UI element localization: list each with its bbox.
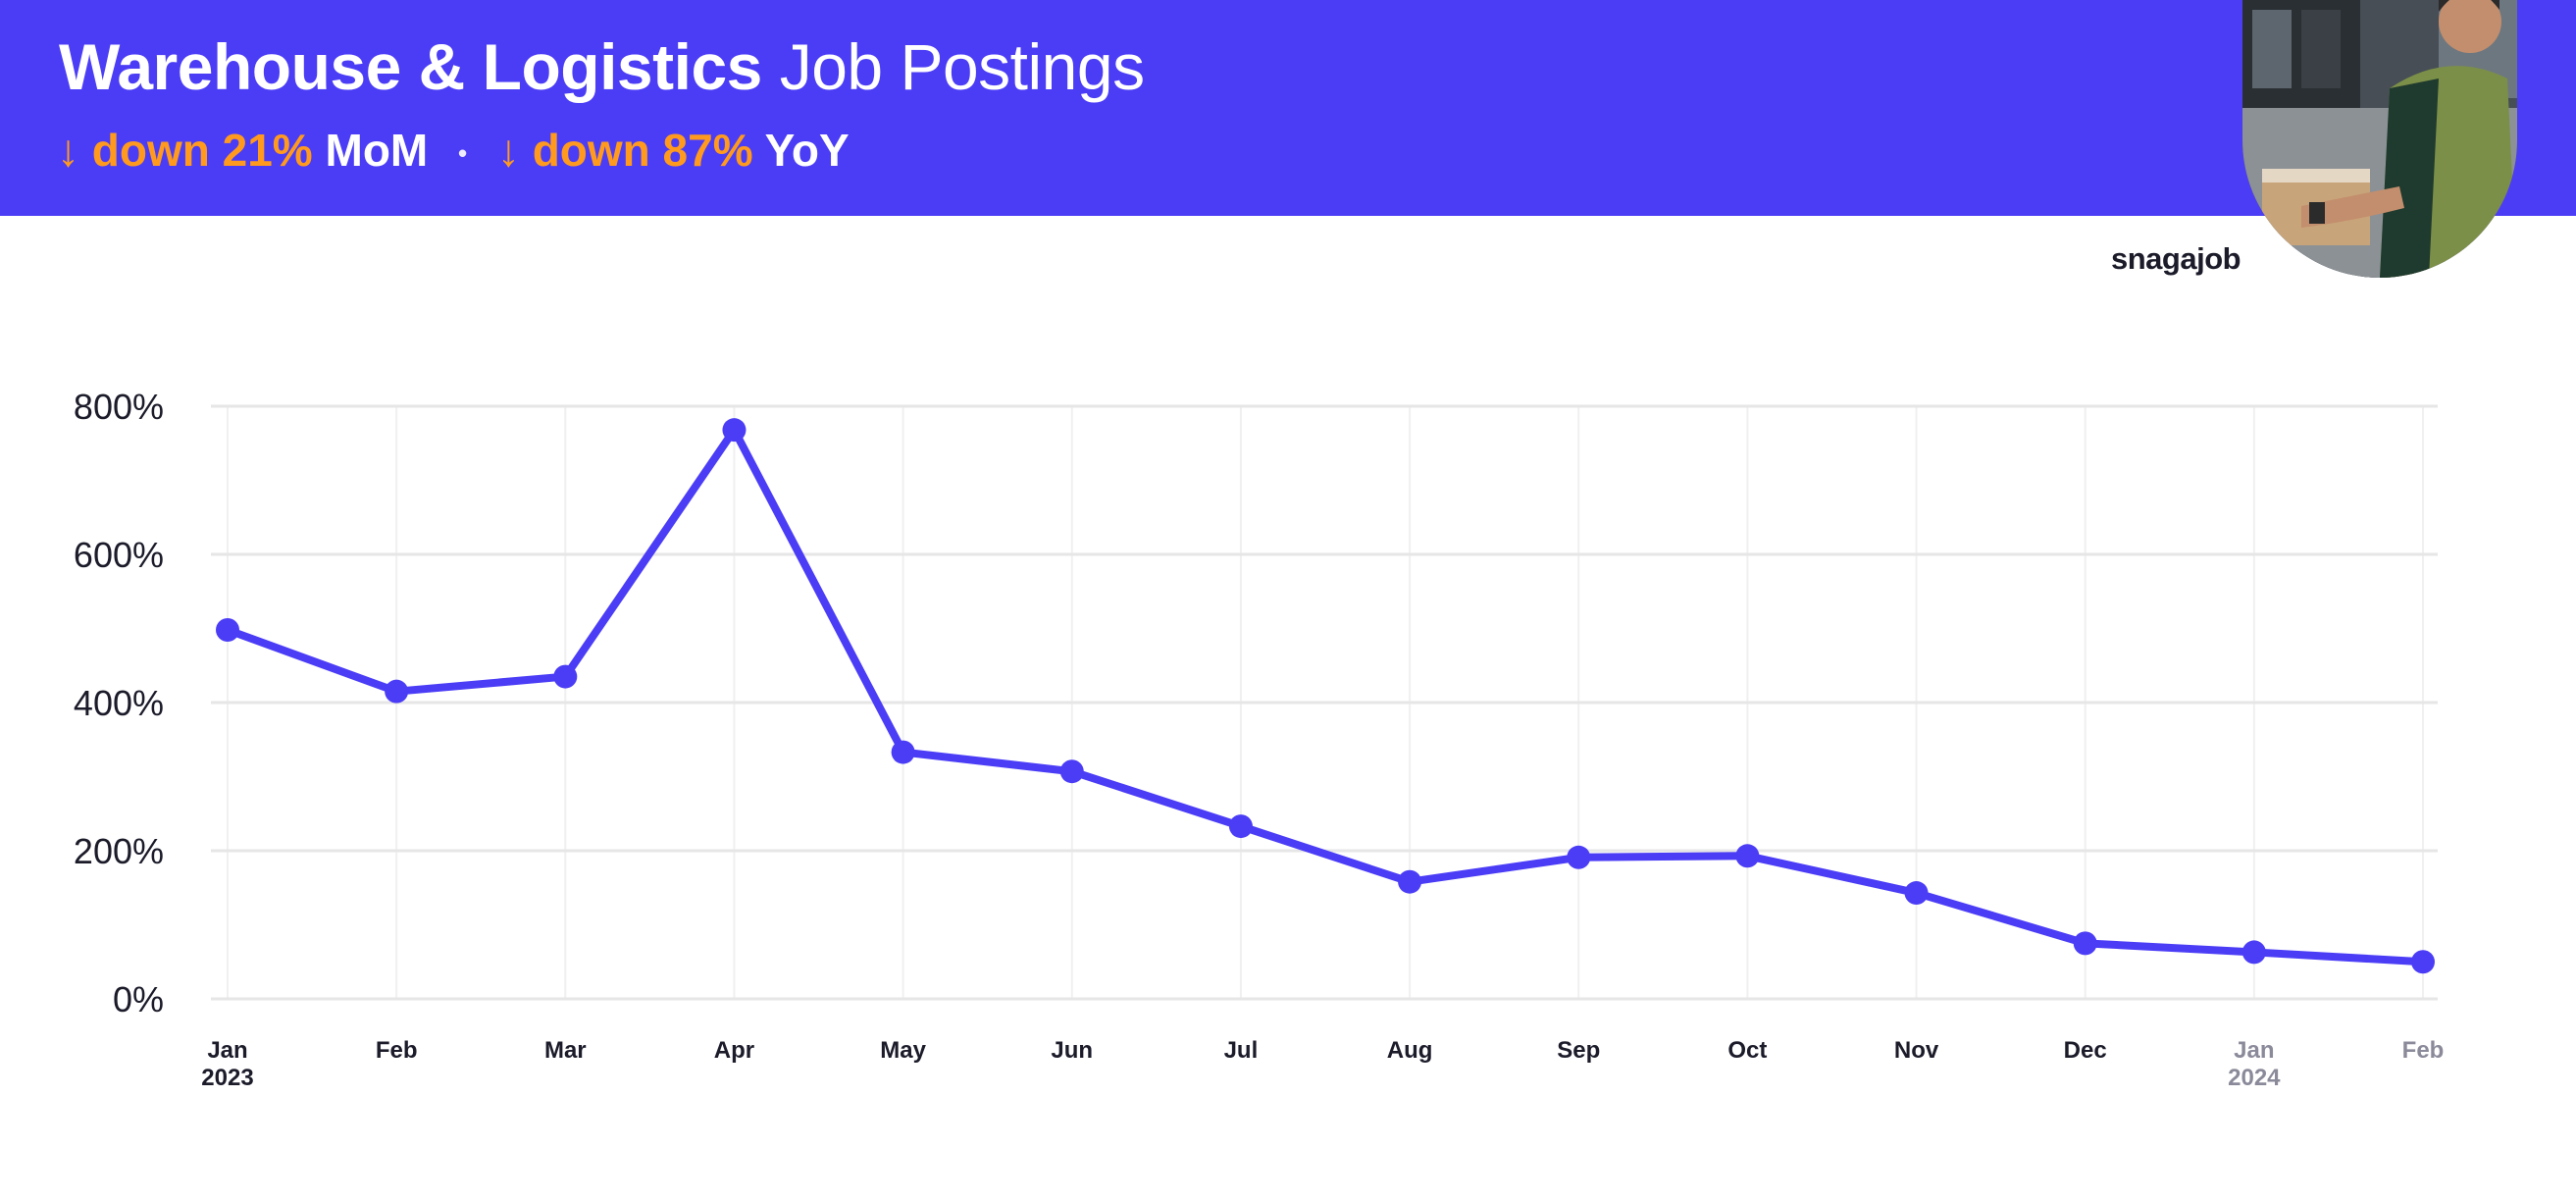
data-point [1228, 814, 1253, 839]
data-point [891, 740, 915, 764]
x-tick-label-month: Aug [1387, 1037, 1433, 1064]
title-bold: Warehouse & Logistics [59, 30, 762, 103]
x-tick-label-month: Oct [1727, 1037, 1767, 1064]
data-point [722, 418, 747, 443]
x-tick-label-month: Feb [376, 1037, 418, 1064]
y-tick-label: 400% [74, 683, 164, 723]
data-point [1398, 869, 1422, 894]
mom-down-arrow-icon: ↓ [57, 125, 79, 176]
data-point [1567, 845, 1591, 869]
x-tick-label-month: Nov [1894, 1037, 1939, 1064]
data-point [1059, 759, 1084, 784]
data-point [2241, 940, 2266, 965]
x-tick-label-month: Dec [2064, 1037, 2107, 1064]
header-banner: Warehouse & Logistics Job Postings ↓ dow… [0, 0, 2576, 216]
data-point [1735, 844, 1760, 868]
x-tick-label-month: Feb [2402, 1037, 2445, 1064]
mom-label: MoM [325, 125, 429, 176]
y-tick-label: 200% [74, 831, 164, 871]
title-light: Job Postings [779, 30, 1145, 103]
x-tick-label-month: Jul [1224, 1037, 1259, 1064]
data-point [1904, 881, 1929, 906]
x-tick-label-month: May [880, 1037, 926, 1064]
data-points [216, 418, 2435, 974]
data-point [2073, 931, 2097, 956]
x-tick-label-year: 2023 [201, 1065, 253, 1091]
x-tick-label-month: Jun [1051, 1037, 1093, 1064]
page-title: Warehouse & Logistics Job Postings [59, 29, 1145, 104]
snagajob-logo: snagajob [2111, 241, 2241, 276]
x-tick-label-year: 2024 [2228, 1065, 2281, 1091]
y-tick-label: 0% [113, 979, 164, 1019]
x-tick-label-month: Apr [714, 1037, 754, 1064]
yoy-label: YoY [764, 125, 850, 176]
x-tick-label-month: Jan [207, 1037, 247, 1064]
x-tick-label-month: Sep [1557, 1037, 1600, 1064]
data-point [553, 664, 578, 689]
horizontal-gridlines [211, 404, 2438, 1001]
x-tick-label-month: Mar [544, 1037, 587, 1064]
stats-separator: • [458, 138, 468, 169]
data-point [385, 679, 409, 704]
change-stats: ↓ down 21% MoM • ↓ down 87% YoY [57, 124, 850, 177]
data-point [216, 618, 239, 643]
series-line [224, 426, 2427, 966]
mom-change-value: down 21% [91, 125, 313, 176]
y-tick-label: 600% [74, 535, 164, 575]
y-tick-label: 800% [74, 387, 164, 427]
yoy-change-value: down 87% [532, 125, 753, 176]
data-point [2411, 950, 2435, 974]
worker-photo [2242, 0, 2517, 278]
worker-photo-illustration [2242, 0, 2517, 278]
x-tick-label-month: Jan [2234, 1037, 2274, 1064]
y-axis-tick-labels: 0% 200% 400% 600% 800% [74, 387, 164, 1019]
yoy-down-arrow-icon: ↓ [496, 125, 520, 176]
